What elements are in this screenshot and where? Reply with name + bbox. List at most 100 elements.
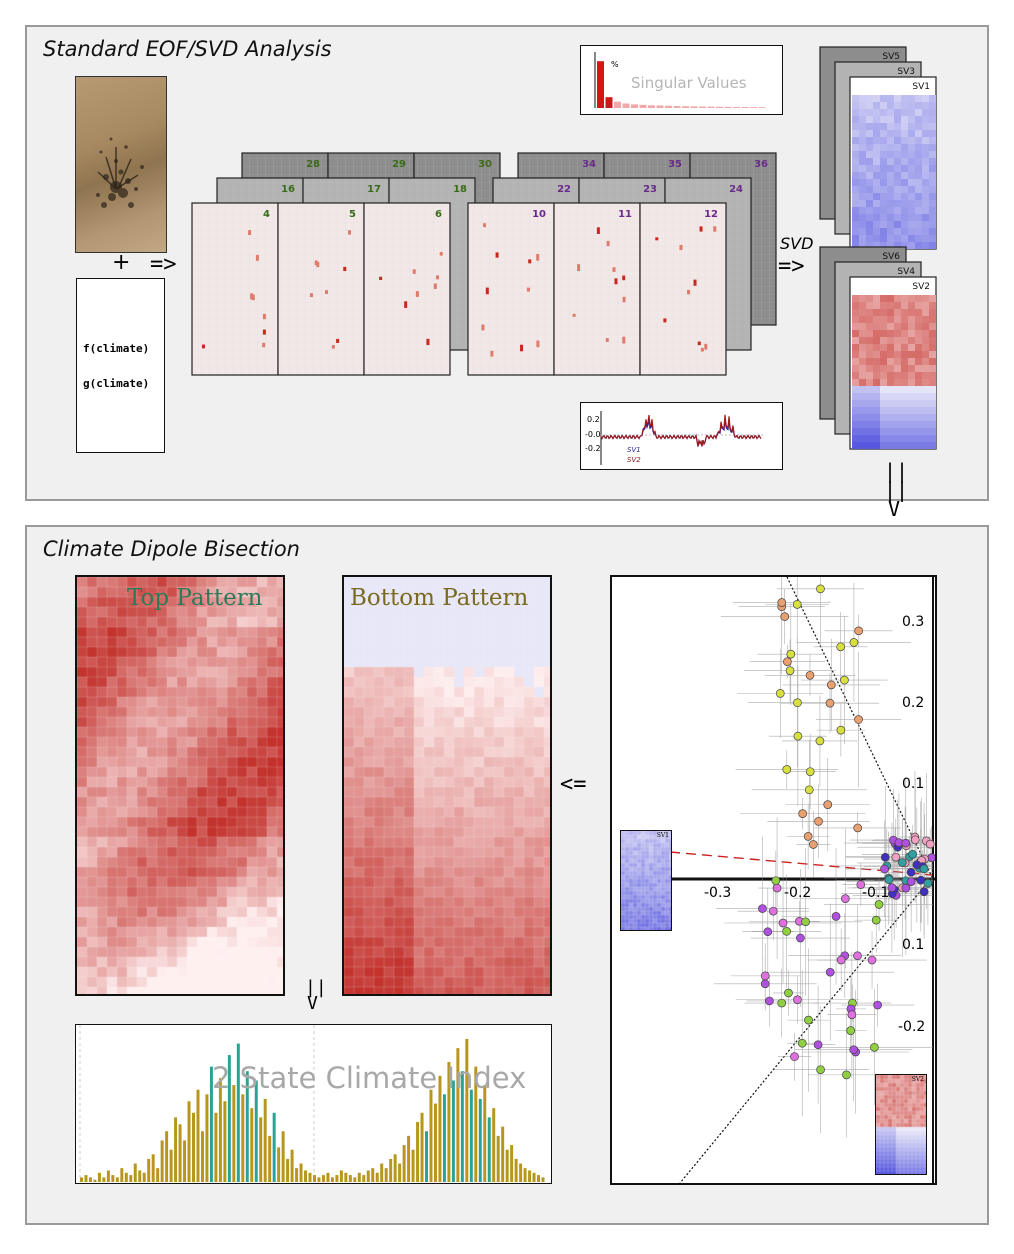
ts-legend-sv1: SV1	[627, 446, 641, 454]
sv-bar-13	[707, 106, 715, 108]
bottom-pattern-map: Bottom Pattern	[342, 575, 552, 996]
index-bar-59	[344, 1172, 348, 1182]
index-bar-35	[236, 1043, 240, 1182]
scatter-point-35	[760, 979, 770, 989]
index-bar-12	[133, 1163, 137, 1182]
top-pattern-label: Top Pattern	[127, 585, 263, 611]
index-bar-28	[205, 1094, 209, 1182]
sv1-card-label: SV1	[912, 82, 930, 92]
arrow-to-grids: =>	[150, 252, 177, 277]
sv-bar-5	[639, 104, 647, 108]
scatter-point-70	[919, 887, 929, 897]
ts-series-sv2	[600, 414, 762, 447]
scatter-point-66	[871, 915, 881, 925]
index-bar-11	[129, 1175, 133, 1182]
index-bar-75	[416, 1122, 420, 1182]
index-arrow-head: V	[307, 993, 318, 1014]
svd-label: SVD	[780, 234, 814, 253]
index-bar-81	[442, 1094, 446, 1182]
scatter-point-45	[777, 998, 787, 1008]
index-bar-46	[286, 1158, 290, 1182]
scatter-point-52	[778, 918, 788, 928]
index-bar-86	[465, 1038, 469, 1182]
index-bar-34	[232, 1085, 236, 1182]
scatter-point-104	[901, 838, 911, 848]
grid-card-17-label: 17	[367, 184, 381, 195]
index-bar-1	[84, 1175, 88, 1182]
index-bar-22	[178, 1124, 182, 1182]
scatter-point-77	[891, 852, 901, 862]
index-bar-94	[501, 1126, 505, 1182]
y-tick-3: 0.1	[902, 776, 925, 792]
index-bar-80	[438, 1075, 442, 1182]
index-bar-101	[532, 1172, 536, 1182]
scatter-point-31	[768, 906, 778, 916]
scatter-point-16	[854, 626, 864, 636]
grid-card-5-label: 5	[349, 209, 356, 220]
scatter-point-21	[849, 638, 859, 647]
scatter-point-34	[793, 995, 802, 1005]
scatter-point-37	[772, 883, 782, 893]
index-bar-52	[313, 1175, 316, 1182]
grid-card-16-label: 16	[281, 184, 295, 195]
grid-card-29-label: 29	[392, 159, 406, 170]
scatter-point-57	[870, 1042, 879, 1052]
sv3-card-label: SV3	[897, 67, 915, 77]
index-bar-15	[147, 1158, 151, 1182]
index-bar-63	[362, 1175, 366, 1182]
index-arrow-bar: ||	[305, 977, 327, 998]
climate-functions-box: f(climate) g(climate)	[76, 278, 165, 453]
sv-bar-16	[733, 106, 740, 108]
sv-bar-6	[648, 105, 655, 108]
index-bar-4	[97, 1172, 101, 1182]
index-bar-93	[496, 1135, 500, 1182]
scatter-point-46	[856, 880, 866, 890]
scatter-point-5	[785, 666, 795, 676]
index-bar-8	[115, 1177, 119, 1182]
index-bar-27	[200, 1131, 204, 1182]
sv-bar-7	[656, 105, 664, 108]
index-bar-98	[519, 1163, 523, 1182]
index-bar-50	[304, 1170, 308, 1182]
index-bar-65	[371, 1168, 375, 1182]
scatter-point-9	[816, 584, 825, 594]
index-bar-38	[250, 1108, 254, 1182]
grid-card-34-label: 34	[582, 159, 596, 170]
sv-unit: %	[611, 60, 619, 69]
index-bar-92	[492, 1108, 496, 1182]
link-bar-1: ||	[884, 459, 909, 483]
scatter-point-65	[758, 904, 767, 913]
grid-card-5: 5	[277, 202, 365, 376]
top-pattern-map: Top Pattern	[75, 575, 285, 996]
sv-bar-18	[750, 107, 757, 108]
x-tick-1: -0.3	[704, 885, 732, 901]
sv-pattern-stacks: SV5 SV3 SV1 SV6 SV4 SV2	[819, 46, 937, 450]
index-bar-100	[528, 1170, 532, 1182]
grid-card-28-label: 28	[306, 159, 320, 170]
index-bar-18	[160, 1140, 164, 1182]
index-bar-45	[281, 1131, 285, 1182]
scatter-point-63	[846, 1026, 856, 1035]
scatter-point-92	[901, 883, 911, 893]
sv-bar-1	[605, 97, 613, 108]
ts-series-sv1	[600, 418, 762, 447]
index-bar-33	[227, 1055, 231, 1182]
index-bar-87	[469, 1089, 473, 1182]
index-bar-41	[263, 1098, 267, 1182]
scatter-point-20	[825, 698, 835, 708]
scatter-point-18	[853, 823, 863, 833]
scatter-point-58	[847, 1010, 857, 1020]
scatter-point-56	[765, 996, 774, 1006]
index-bar-76	[420, 1112, 424, 1182]
grid-card-10: 10	[467, 202, 555, 376]
inset-sv1: SV1	[620, 830, 672, 931]
arrow-left: <=	[560, 772, 587, 797]
scatter-point-40	[853, 951, 862, 961]
index-bar-3	[93, 1179, 97, 1182]
index-bar-31	[218, 1078, 222, 1182]
scatter-point-95	[923, 878, 933, 888]
index-bar-36	[241, 1094, 245, 1182]
scatter-point-108	[880, 864, 889, 874]
scatter-point-82	[916, 875, 926, 885]
index-bar-16	[151, 1154, 155, 1182]
